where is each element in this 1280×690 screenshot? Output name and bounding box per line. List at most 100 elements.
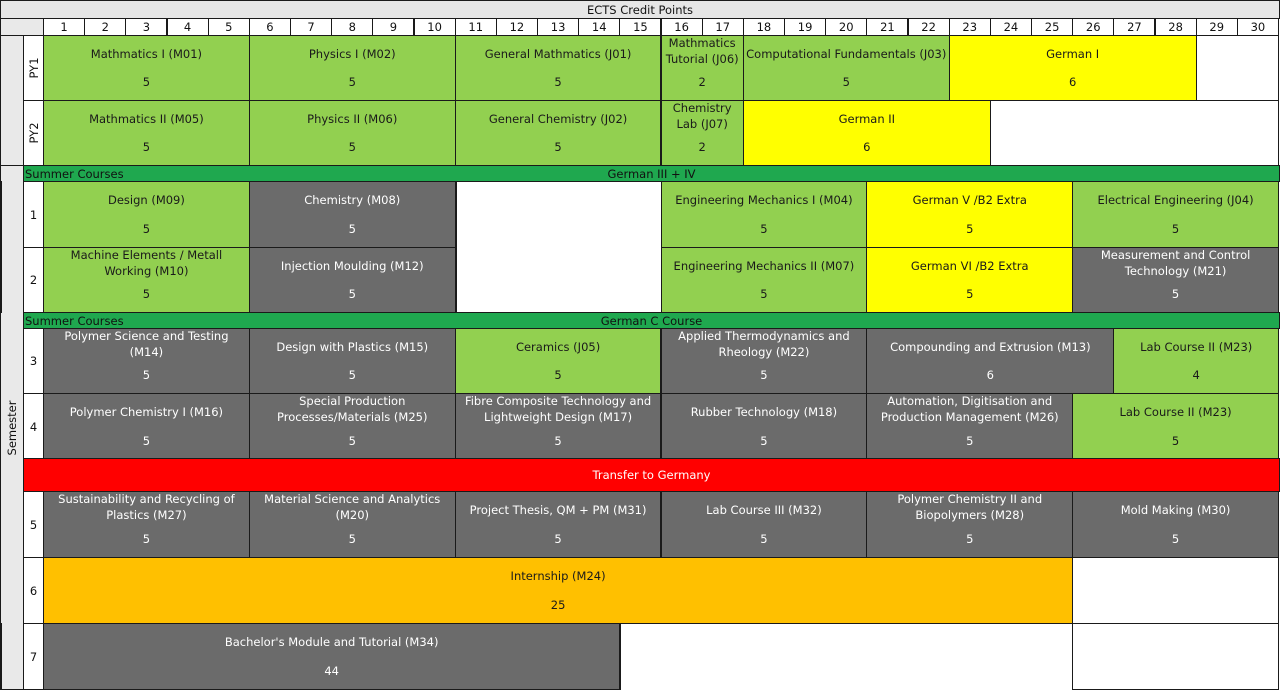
diagram-title: ECTS Credit Points	[0, 0, 1280, 19]
course-cell: Physics I (M02) 5	[248, 35, 456, 101]
course-name: Fibre Composite Technology and Lightweig…	[464, 394, 652, 424]
credit-column-number: 9	[372, 18, 415, 36]
course-credits: 6	[863, 140, 871, 154]
course-name: Project Thesis, QM + PM (M31)	[469, 503, 647, 517]
course-credits: 5	[760, 222, 768, 236]
band-row: Transfer to Germany	[23, 458, 1280, 492]
course-cell: Polymer Chemistry I (M16) 5	[43, 393, 250, 460]
course-credits: 5	[554, 140, 562, 154]
credit-column-number: 6	[248, 18, 291, 36]
course-cell: Mathmatics II (M05) 5	[43, 100, 250, 166]
course-credits: 2	[698, 140, 706, 154]
course-name: Engineering Mechanics I (M04)	[675, 193, 853, 207]
course-name: Rubber Technology (M18)	[690, 405, 838, 419]
credit-column-number: 27	[1113, 18, 1156, 36]
credit-column-number: 18	[742, 18, 785, 36]
course-name: Mathmatics Tutorial (J06)	[665, 36, 739, 66]
credit-column-number: 30	[1236, 18, 1279, 36]
preparatory-side-block	[0, 35, 24, 166]
credit-column-number: 3	[125, 18, 168, 36]
course-name: Automation, Digitisation and Production …	[880, 394, 1059, 424]
course-cell: German I 6	[948, 35, 1197, 101]
course-name: Mold Making (M30)	[1120, 503, 1231, 517]
credit-column-number: 15	[619, 18, 662, 36]
course-name: Engineering Mechanics II (M07)	[673, 259, 855, 273]
course-credits: 5	[348, 222, 356, 236]
course-credits: 44	[324, 664, 339, 678]
course-credits: 5	[142, 368, 151, 382]
semester-label: Semester	[5, 400, 19, 455]
course-credits: 5	[348, 287, 356, 301]
row-label: PY1	[23, 35, 44, 101]
course-cell: Material Science (M03)2,5	[454, 181, 457, 248]
course-cell: Polymer Science and Testing (M14) 5	[43, 328, 250, 394]
course-cell: Lab Course I (M11)2,5	[0, 247, 2, 313]
course-cell: General Chemistry (J02) 5	[454, 100, 662, 166]
credit-column-number: 10	[413, 18, 456, 36]
course-cell: Internship (M24) 25	[43, 557, 1074, 624]
course-credits: 5	[842, 75, 850, 89]
course-credits: 5	[142, 434, 151, 448]
course-cell: General Science Compulsory Elective Modu…	[619, 623, 622, 690]
row-label: 7	[23, 623, 44, 690]
course-name: Internship (M24)	[510, 569, 606, 583]
course-name: Computational Fundamentals (J03)	[746, 47, 947, 61]
course-credits: 5	[760, 532, 768, 546]
course-cell: Material Science and Analytics (M20) 5	[248, 491, 456, 558]
course-cell: Computational Fundamentals (J03) 5	[742, 35, 950, 101]
course-name: Material Science and Analytics (M20)	[264, 492, 441, 522]
course-name: German I	[1046, 47, 1100, 61]
credit-column-number: 20	[825, 18, 868, 36]
credit-column-number: 26	[1072, 18, 1115, 36]
course-cell: German VI /B2 Extra 5	[866, 247, 1074, 313]
course-credits: 5	[760, 434, 768, 448]
course-cell: Design with Plastics (M15) 5	[248, 328, 456, 394]
course-cell: Compounding and Extrusion (M13) 6	[866, 328, 1115, 394]
course-name: Bachelor's Module and Tutorial (M34)	[224, 635, 439, 649]
band-center-label: Transfer to Germany	[592, 468, 711, 482]
course-cell: Lab Course I (M11)2,5	[0, 181, 2, 248]
course-name: German VI /B2 Extra	[910, 259, 1029, 273]
course-cell: Mathmatics I (M01) 5	[43, 35, 250, 101]
course-credits: 5	[966, 434, 974, 448]
empty-cell	[1072, 557, 1279, 624]
course-credits: 6	[1068, 75, 1077, 89]
empty-cell	[1072, 623, 1279, 690]
course-cell: Sustainability and Recycling of Plastics…	[43, 491, 250, 558]
course-cell: Applied Thermodynamics and Rheology (M22…	[660, 328, 868, 394]
credit-column-number: 23	[948, 18, 991, 36]
credit-column-number: 2	[84, 18, 127, 36]
credit-column-number: 14	[578, 18, 621, 36]
course-cell: Engineering Mechanics II (M07) 5	[660, 247, 868, 313]
course-credits: 5	[348, 532, 356, 546]
course-credits: 6	[986, 368, 994, 382]
empty-cell	[1195, 35, 1279, 101]
credit-column-number: 11	[454, 18, 497, 36]
course-name: Electrical Engineering (J04)	[1097, 193, 1254, 207]
course-credits: 5	[142, 140, 151, 154]
course-credits: 5	[142, 532, 151, 546]
course-name: Design (M09)	[107, 193, 185, 207]
row-label: 6	[23, 557, 44, 624]
course-cell: Ceramics (J05) 5	[454, 328, 662, 394]
band-center-label: German C Course	[600, 313, 703, 328]
course-credits: 5	[760, 287, 768, 301]
course-credits: 2	[698, 75, 706, 89]
credit-column-number: 17	[701, 18, 744, 36]
course-cell: Mathmatics Tutorial (J06) 2	[660, 35, 744, 101]
course-name: Polymer Chemistry I (M16)	[69, 405, 224, 419]
course-cell: Design (M09) 5	[43, 181, 250, 248]
credit-column-number: 7	[290, 18, 333, 36]
row-label: PY2	[23, 100, 44, 166]
course-name: Polymer Science and Testing (M14)	[64, 329, 229, 359]
course-cell: Lab Course II (M23) 4	[1113, 328, 1279, 394]
course-credits: 4	[1192, 368, 1200, 382]
course-cell: Rubber Technology (M18) 5	[660, 393, 868, 460]
course-cell: Project Thesis, QM + PM (M31) 5	[454, 491, 662, 558]
course-cell: Automation, Digitisation and Production …	[866, 393, 1074, 460]
credit-column-number: 1	[43, 18, 86, 36]
course-credits: 5	[348, 75, 356, 89]
course-name: Special Production Processes/Materials (…	[277, 394, 428, 424]
band-left-label: Summer Courses	[25, 166, 124, 181]
course-name: Chemistry (M08)	[304, 193, 401, 207]
